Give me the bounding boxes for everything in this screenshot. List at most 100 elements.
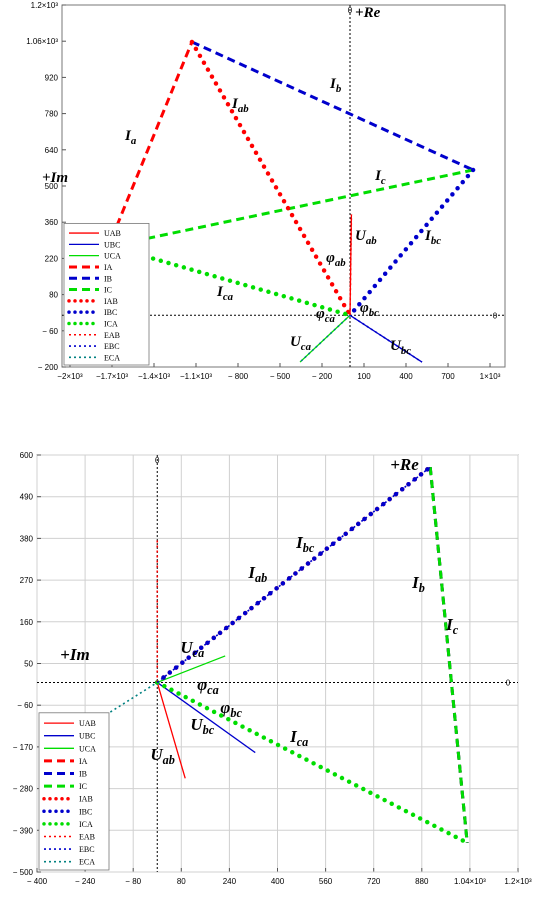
axis-line-label: 0 [155,456,160,465]
series-line [125,168,474,245]
legend-label: EAB [104,331,120,340]
x-tick-label: 80 [177,877,186,886]
annotation-text: U [150,745,163,764]
legend-label: ICA [79,820,93,829]
annotation: Ib [411,573,425,595]
annotation: Iab [231,96,249,115]
annotation-text: φ [326,250,335,266]
y-tick-label: − 200 [38,363,59,372]
annotation-subscript: b [419,581,425,595]
x-tick-label: 700 [441,372,455,381]
legend-label: IA [104,263,113,272]
x-tick-label: − 240 [75,877,96,886]
legend-label: UAB [79,719,96,728]
x-tick-label: −1.4×10³ [138,372,170,381]
y-tick-label: − 500 [13,868,34,877]
annotation-text: I [374,168,382,184]
y-tick-label: 780 [45,110,59,119]
x-tick-label: 1×10³ [480,372,501,381]
x-tick-label: −1.1×10³ [180,372,212,381]
annotation-subscript: ab [238,103,249,115]
y-tick-label: 500 [45,182,59,191]
y-tick-label: 1.06×10³ [26,37,58,46]
legend-label: ICA [104,319,118,328]
legend-label: IC [79,782,87,791]
series-line [110,41,194,239]
x-tick-label: 720 [367,877,381,886]
annotation-subscript: ca [325,313,336,325]
annotation: Uab [150,745,175,767]
x-tick-label: 400 [399,372,413,381]
axis-line-label: 0 [348,6,353,15]
annotation: Ia [124,128,137,147]
annotation-subscript: ca [301,341,312,353]
legend-label: IB [104,274,112,283]
annotation-text: I [411,573,420,592]
annotation: Uab [355,228,377,247]
series-line [189,39,353,318]
legend-label: IA [79,757,88,766]
x-tick-label: − 400 [27,877,48,886]
annotation-text: U [290,334,302,350]
annotation-text: +Re [355,5,381,21]
series-line [155,680,470,846]
annotation-text: U [190,715,203,734]
annotation-text: φ [197,675,207,694]
annotation-text: +Im [60,645,90,664]
legend-label: IAB [79,795,93,804]
legend-label: EAB [79,833,95,842]
legend-label: IBC [104,308,117,317]
legend-label: EBC [79,845,95,854]
legend-box [38,712,110,871]
legend-label: IAB [104,297,118,306]
x-tick-label: − 200 [312,372,333,381]
legend-label: UBC [79,732,95,741]
annotation-text: I [247,563,256,582]
y-tick-label: − 390 [13,826,34,835]
annotation: Ubc [190,715,214,737]
x-tick-label: 880 [415,877,429,886]
y-tick-label: 80 [49,291,58,300]
annotation-text: I [216,284,224,300]
annotation: +Re [355,5,381,21]
x-tick-label: 1.04×10³ [454,877,486,886]
axis-line-label: 0 [506,678,511,687]
annotation-subscript: c [381,175,386,187]
annotation-subscript: b [336,83,342,95]
legend-label: UBC [104,240,120,249]
legend-label: UAB [104,229,121,238]
x-tick-label: − 500 [270,372,291,381]
legend-box [63,222,150,366]
series-line [347,167,476,318]
annotation: φca [316,306,336,325]
y-tick-label: 600 [20,451,34,460]
annotation: Ica [216,284,234,303]
annotation: Uca [180,638,204,660]
annotation-subscript: bc [203,723,215,737]
y-tick-label: 270 [20,576,34,585]
annotation: +Re [390,455,419,474]
annotation: Iab [247,563,267,585]
annotation: φbc [220,698,242,720]
series-line [428,466,469,843]
legend-label: IC [104,286,112,295]
y-tick-label: 920 [45,73,59,82]
annotation-subscript: ab [335,257,346,269]
y-tick-label: 640 [45,146,59,155]
annotation: φab [326,250,346,269]
annotation-text: I [329,76,337,92]
series-line [349,214,353,316]
y-tick-label: − 280 [13,785,34,794]
x-tick-label: −2×10³ [57,372,83,381]
annotation-subscript: a [131,135,137,147]
annotation-subscript: c [453,623,459,637]
y-tick-label: 360 [45,218,59,227]
x-tick-label: 560 [319,877,333,886]
y-tick-label: − 60 [42,327,58,336]
series-line [109,681,158,713]
annotation-text: I [445,615,454,634]
series-line [349,314,423,363]
x-tick-label: 240 [223,877,237,886]
annotation-subscript: ca [193,646,205,660]
annotation-subscript: ca [223,291,234,303]
